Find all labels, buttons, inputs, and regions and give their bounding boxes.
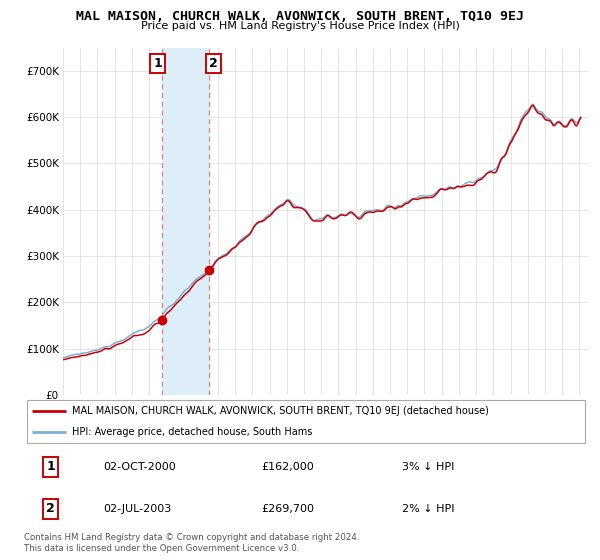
Text: 02-OCT-2000: 02-OCT-2000 <box>103 461 176 472</box>
Text: £162,000: £162,000 <box>261 461 314 472</box>
Text: £269,700: £269,700 <box>261 504 314 514</box>
Text: MAL MAISON, CHURCH WALK, AVONWICK, SOUTH BRENT, TQ10 9EJ (detached house): MAL MAISON, CHURCH WALK, AVONWICK, SOUTH… <box>72 406 489 416</box>
Text: 2: 2 <box>209 57 218 70</box>
Text: 1: 1 <box>46 460 55 473</box>
Text: HPI: Average price, detached house, South Hams: HPI: Average price, detached house, Sout… <box>72 427 313 437</box>
FancyBboxPatch shape <box>27 400 585 442</box>
Text: 3% ↓ HPI: 3% ↓ HPI <box>402 461 454 472</box>
Text: 2% ↓ HPI: 2% ↓ HPI <box>402 504 454 514</box>
Text: Price paid vs. HM Land Registry's House Price Index (HPI): Price paid vs. HM Land Registry's House … <box>140 21 460 31</box>
Text: 1: 1 <box>153 57 162 70</box>
Text: MAL MAISON, CHURCH WALK, AVONWICK, SOUTH BRENT, TQ10 9EJ: MAL MAISON, CHURCH WALK, AVONWICK, SOUTH… <box>76 10 524 23</box>
Text: 02-JUL-2003: 02-JUL-2003 <box>103 504 171 514</box>
Text: Contains HM Land Registry data © Crown copyright and database right 2024.
This d: Contains HM Land Registry data © Crown c… <box>24 533 359 553</box>
Bar <box>162 48 209 395</box>
Text: 2: 2 <box>46 502 55 515</box>
